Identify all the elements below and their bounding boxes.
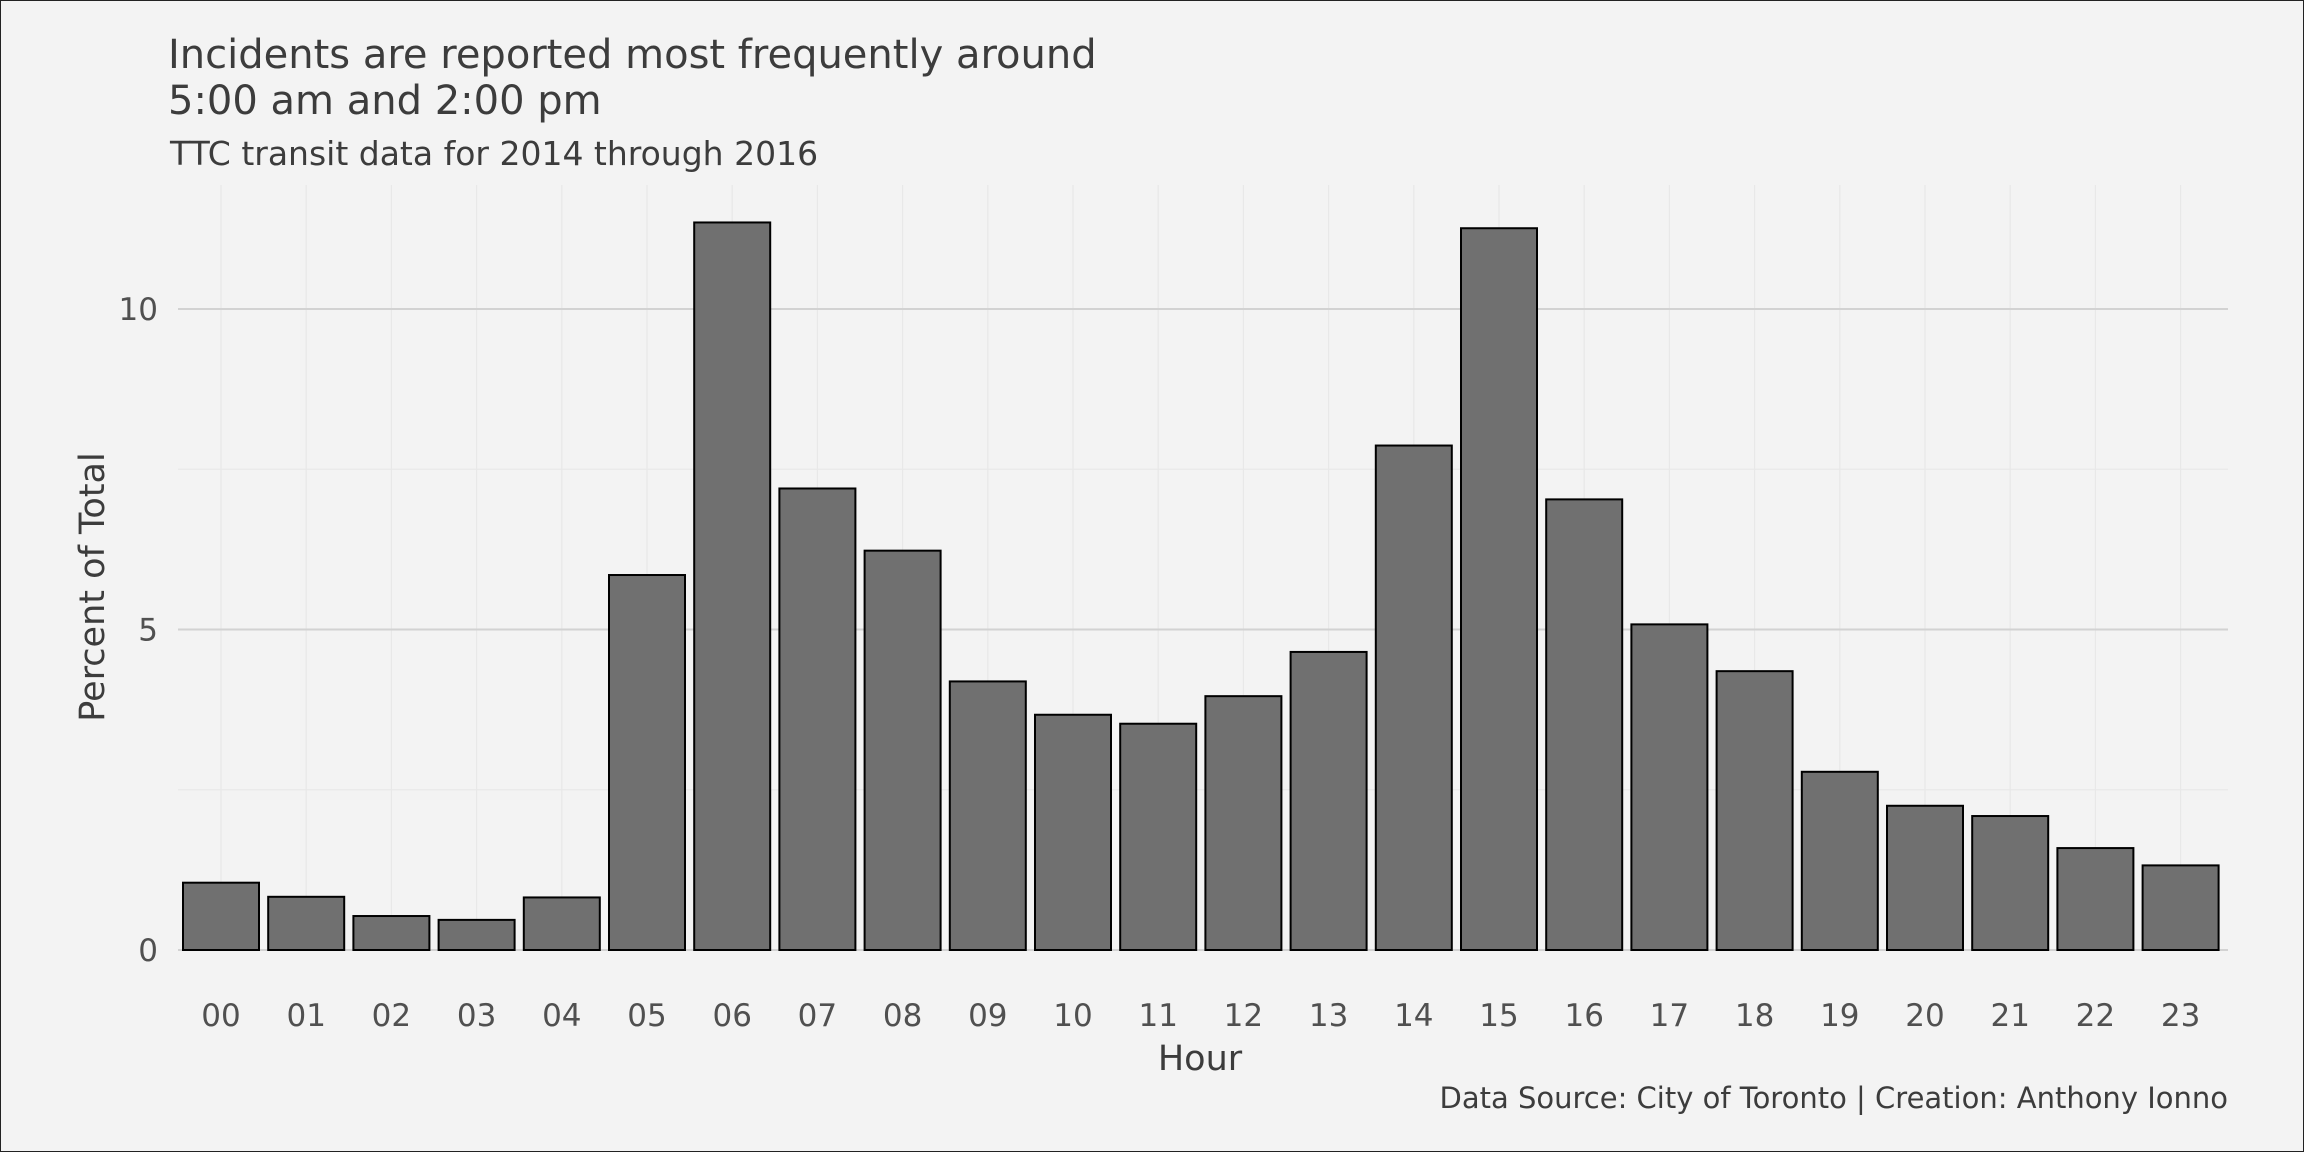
bar-07 [778, 487, 857, 951]
bar-15 [1460, 227, 1538, 951]
bar-06 [693, 221, 772, 951]
bar-20 [1886, 804, 1964, 952]
x-tick-label: 14 [1394, 998, 1433, 1034]
y-tick-label: 0 [138, 933, 158, 969]
chart-subtitle: TTC transit data for 2014 through 2016 [169, 134, 818, 173]
y-tick-label: 10 [119, 292, 158, 328]
x-tick-label: 18 [1735, 998, 1774, 1034]
bar-10 [1034, 713, 1112, 951]
x-tick-label: 20 [1905, 998, 1944, 1034]
bar-21 [1971, 815, 2050, 951]
bar-17 [1630, 623, 1709, 951]
x-tick-label: 04 [542, 998, 581, 1034]
y-axis-ticks: 0 5 10 [119, 292, 158, 969]
y-axis-title: Percent of Total [73, 452, 113, 721]
bar-16 [1545, 498, 1624, 951]
x-tick-label: 15 [1479, 998, 1518, 1034]
x-tick-label: 01 [286, 998, 325, 1034]
x-tick-label: 00 [201, 998, 240, 1034]
bar-23 [2141, 864, 2220, 951]
bar-14 [1374, 444, 1453, 951]
x-tick-label: 08 [883, 998, 922, 1034]
x-tick-label: 10 [1053, 998, 1092, 1034]
x-axis-ticks: 00 01 02 03 04 05 06 07 08 09 10 11 12 13 14 15 16 17 18 19… [201, 998, 2200, 1034]
bar-02 [352, 915, 431, 951]
bar-09 [948, 680, 1027, 952]
bar-03 [437, 918, 516, 951]
bar-18 [1715, 670, 1794, 951]
x-tick-label: 03 [457, 998, 496, 1034]
bar-11 [1119, 722, 1198, 951]
x-tick-label: 09 [968, 998, 1007, 1034]
x-tick-label: 05 [627, 998, 666, 1034]
x-tick-label: 23 [2161, 998, 2200, 1034]
x-tick-label: 13 [1309, 998, 1348, 1034]
x-axis-title: Hour [1158, 1039, 1243, 1079]
bar-22 [2056, 847, 2135, 951]
y-tick-label: 5 [138, 613, 158, 649]
bars [182, 221, 2220, 952]
bar-04 [522, 896, 601, 951]
x-tick-label: 12 [1224, 998, 1263, 1034]
x-tick-label: 07 [798, 998, 837, 1034]
x-tick-label: 22 [2076, 998, 2115, 1034]
x-tick-label: 17 [1650, 998, 1689, 1034]
x-tick-label: 21 [1990, 998, 2029, 1034]
x-tick-label: 19 [1820, 998, 1859, 1034]
x-tick-label: 02 [372, 998, 411, 1034]
chart-title-line1: Incidents are reported most frequently a… [168, 32, 1097, 78]
bar-12 [1204, 695, 1283, 951]
bar-01 [267, 895, 346, 951]
bar-19 [1800, 770, 1879, 951]
bar-00 [182, 881, 260, 952]
bar-05 [608, 574, 686, 951]
x-tick-label: 11 [1138, 998, 1177, 1034]
x-tick-label: 06 [712, 998, 751, 1034]
bar-13 [1289, 650, 1368, 951]
x-tick-label: 16 [1564, 998, 1603, 1034]
chart-title-line2: 5:00 am and 2:00 pm [168, 78, 602, 124]
chart-caption: Data Source: City of Toronto | Creation:… [1440, 1081, 2229, 1115]
bar-08 [863, 549, 942, 951]
